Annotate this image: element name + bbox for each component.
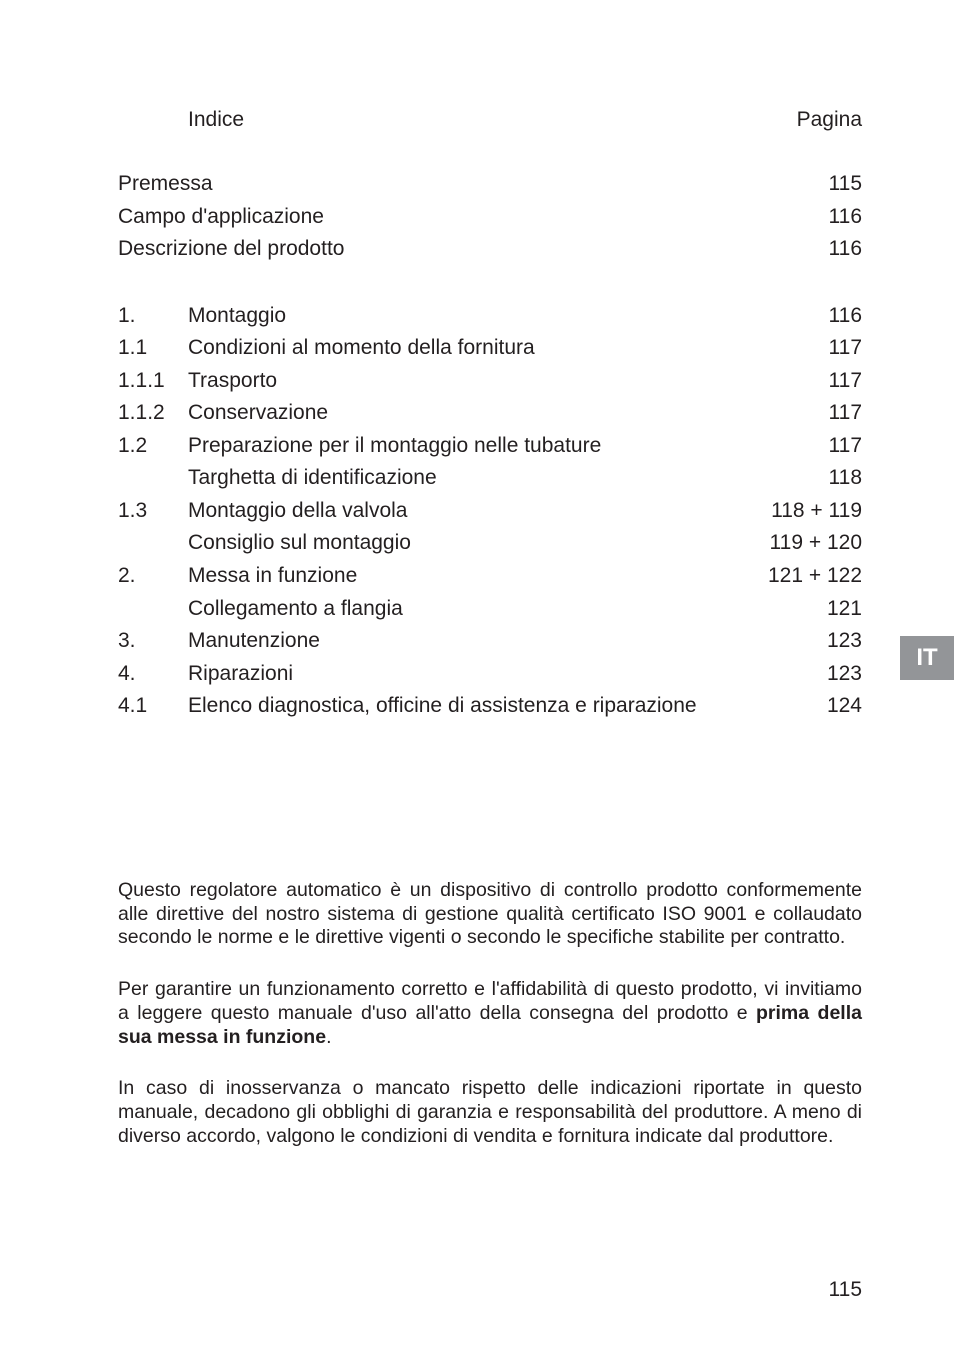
toc-page: 116 xyxy=(752,233,862,266)
toc-label: Consiglio sul montaggio xyxy=(188,527,752,560)
paragraph-3: In caso di inosservanza o mancato rispet… xyxy=(118,1077,862,1148)
toc-page: 119 + 120 xyxy=(752,527,862,560)
toc-label: Trasporto xyxy=(188,365,752,398)
toc-page: 117 xyxy=(752,332,862,365)
toc-page: 123 xyxy=(752,625,862,658)
body-text: Questo regolatore automatico è un dispos… xyxy=(118,879,862,1149)
paragraph-1: Questo regolatore automatico è un dispos… xyxy=(118,879,862,950)
toc-row: 1.2 Preparazione per il montaggio nelle … xyxy=(118,430,862,463)
toc-num: 1. xyxy=(118,300,188,333)
toc-row: 4.1 Elenco diagnostica, officine di assi… xyxy=(118,690,862,723)
toc-num: 3. xyxy=(118,625,188,658)
toc-num: 4. xyxy=(118,658,188,691)
toc-label: Elenco diagnostica, officine di assisten… xyxy=(188,690,752,723)
toc-label: Premessa xyxy=(118,168,752,201)
toc-page: 117 xyxy=(752,397,862,430)
toc-top-section: Premessa 115 Campo d'applicazione 116 De… xyxy=(118,168,862,266)
toc-row: 1.1.1 Trasporto 117 xyxy=(118,365,862,398)
toc-page: 117 xyxy=(752,430,862,463)
toc-label: Messa in funzione xyxy=(188,560,752,593)
paragraph-2: Per garantire un funzionamento corretto … xyxy=(118,978,862,1049)
toc-label: Targhetta di identificazione xyxy=(188,462,752,495)
toc-page: 116 xyxy=(752,201,862,234)
toc-header-left: Indice xyxy=(188,108,244,132)
toc-row: 4. Riparazioni 123 xyxy=(118,658,862,691)
toc-main-section: 1. Montaggio 116 1.1 Condizioni al momen… xyxy=(118,300,862,723)
toc-num: 1.1 xyxy=(118,332,188,365)
page-number: 115 xyxy=(829,1278,862,1302)
toc-num: 4.1 xyxy=(118,690,188,723)
toc-label: Preparazione per il montaggio nelle tuba… xyxy=(188,430,752,463)
toc-row: 1.3 Montaggio della valvola 118 + 119 xyxy=(118,495,862,528)
toc-header-right: Pagina xyxy=(797,108,862,132)
toc-header-row: Indice Pagina xyxy=(118,108,862,132)
toc-num: 1.1.1 xyxy=(118,365,188,398)
toc-row: Campo d'applicazione 116 xyxy=(118,201,862,234)
toc-num: 1.3 xyxy=(118,495,188,528)
toc-page: 118 xyxy=(752,462,862,495)
toc-page: 117 xyxy=(752,365,862,398)
language-tab: IT xyxy=(900,636,954,680)
toc-row: 1. Montaggio 116 xyxy=(118,300,862,333)
toc-row: Consiglio sul montaggio 119 + 120 xyxy=(118,527,862,560)
paragraph-2-c: . xyxy=(326,1026,331,1048)
toc-page: 124 xyxy=(752,690,862,723)
toc-page: 115 xyxy=(752,168,862,201)
toc-page: 118 + 119 xyxy=(752,495,862,528)
toc-label: Collegamento a flangia xyxy=(188,593,752,626)
toc-row: Collegamento a flangia 121 xyxy=(118,593,862,626)
toc-row: 3. Manutenzione 123 xyxy=(118,625,862,658)
toc-label: Montaggio della valvola xyxy=(188,495,752,528)
toc-label: Condizioni al momento della fornitura xyxy=(188,332,752,365)
toc-num: 2. xyxy=(118,560,188,593)
toc-label: Descrizione del prodotto xyxy=(118,233,752,266)
toc-row: 2. Messa in funzione 121 + 122 xyxy=(118,560,862,593)
toc-row: 1.1.2 Conservazione 117 xyxy=(118,397,862,430)
toc-page: 116 xyxy=(752,300,862,333)
toc-label: Conservazione xyxy=(188,397,752,430)
toc-label: Montaggio xyxy=(188,300,752,333)
toc-row: Premessa 115 xyxy=(118,168,862,201)
page: Indice Pagina Premessa 115 Campo d'appli… xyxy=(0,0,954,1354)
toc-row: 1.1 Condizioni al momento della fornitur… xyxy=(118,332,862,365)
toc-page: 123 xyxy=(752,658,862,691)
paragraph-2-a: Per garantire un funzionamento corretto … xyxy=(118,978,862,1024)
toc-row: Targhetta di identificazione 118 xyxy=(118,462,862,495)
toc-row: Descrizione del prodotto 116 xyxy=(118,233,862,266)
toc-page: 121 + 122 xyxy=(752,560,862,593)
toc-num: 1.1.2 xyxy=(118,397,188,430)
toc-num: 1.2 xyxy=(118,430,188,463)
toc-label: Riparazioni xyxy=(188,658,752,691)
toc-label: Manutenzione xyxy=(188,625,752,658)
toc-page: 121 xyxy=(752,593,862,626)
toc-label: Campo d'applicazione xyxy=(118,201,752,234)
